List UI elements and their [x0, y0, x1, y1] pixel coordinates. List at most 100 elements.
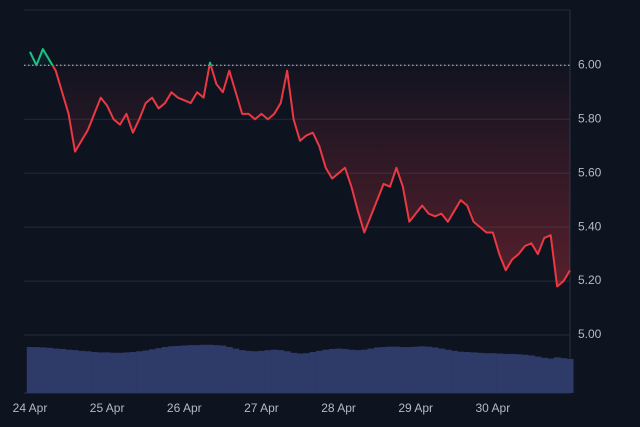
x-tick-label: 24 Apr [13, 401, 48, 415]
volume-bar [489, 353, 497, 393]
volume-bar [84, 351, 92, 393]
volume-bar [412, 346, 420, 393]
y-tick-label: 5.00 [578, 327, 602, 341]
volume-bar [226, 347, 233, 393]
volume-bar [476, 352, 484, 393]
volume-bar [238, 350, 246, 393]
y-tick-label: 5.20 [578, 273, 602, 287]
volume-bar [406, 347, 413, 393]
volume-bar [245, 350, 253, 393]
volume-bar [71, 350, 79, 393]
volume-bar [534, 356, 542, 393]
volume-bar [52, 348, 60, 393]
x-tick-label: 27 Apr [244, 401, 279, 415]
volume-bar [354, 350, 362, 393]
y-tick-label: 6.00 [578, 57, 602, 71]
volume-bar [303, 353, 310, 393]
volume-bar [341, 348, 349, 393]
volume-bar [457, 351, 465, 393]
x-tick-label: 25 Apr [90, 401, 125, 415]
volume-bar [129, 352, 137, 393]
volume-bar [110, 352, 118, 393]
volume-bar [264, 350, 272, 393]
y-tick-label: 5.60 [578, 165, 602, 179]
volume-bar [380, 347, 388, 393]
volume-bar [97, 352, 105, 393]
volume-bar [547, 358, 555, 393]
volume-bar [451, 350, 458, 393]
volume-bar [33, 347, 40, 393]
volume-bar [290, 352, 298, 393]
volume-bar [251, 351, 259, 393]
volume-bar [521, 354, 529, 393]
volume-bar [271, 349, 278, 393]
volume-bar [200, 344, 208, 393]
volume-bar [463, 352, 471, 393]
volume-bar [187, 345, 195, 393]
y-tick-label: 5.40 [578, 219, 602, 233]
volume-bar [316, 350, 323, 393]
volume-bar [553, 357, 561, 393]
volume-bar [296, 353, 304, 393]
volume-bar [470, 352, 478, 393]
volume-bar [46, 347, 53, 393]
volume-bar [367, 348, 375, 393]
volume-bar [168, 346, 175, 393]
volume-bar [309, 352, 317, 393]
volume-bar [181, 345, 188, 393]
volume-bar [418, 346, 426, 393]
volume-bar [148, 349, 156, 393]
x-tick-label: 26 Apr [167, 401, 202, 415]
volume-bar [502, 353, 510, 393]
volume-bar [174, 345, 182, 393]
volume-bar [328, 348, 336, 393]
volume-bar [283, 351, 291, 393]
volume-bar [123, 352, 130, 393]
area-below [30, 65, 570, 287]
x-tick-label: 29 Apr [398, 401, 433, 415]
volume-bar [39, 347, 47, 393]
y-tick-label: 5.80 [578, 111, 602, 125]
volume-bar [566, 358, 574, 393]
volume-bar [116, 352, 124, 393]
volume-bar [206, 344, 214, 393]
volume-bar [515, 354, 523, 393]
volume-bar [431, 347, 439, 393]
x-tick-label: 30 Apr [476, 401, 511, 415]
volume-bar [58, 348, 66, 393]
volume-bar [142, 350, 150, 393]
volume-bar [219, 345, 227, 393]
volume-bar [348, 349, 355, 393]
volume-bar [496, 353, 503, 393]
volume-bar [258, 350, 265, 393]
volume-bar [322, 349, 330, 393]
volume-bar [399, 347, 407, 393]
volume-bar [161, 347, 169, 393]
volume-bar [65, 349, 73, 393]
volume-bar [361, 349, 368, 393]
volume-bar [193, 345, 201, 393]
volume-bar [560, 358, 568, 393]
volume-bar [136, 351, 143, 393]
x-tick-label: 28 Apr [321, 401, 356, 415]
price-line-down [35, 65, 571, 288]
volume-bar [335, 348, 343, 393]
volume-bar [91, 352, 98, 393]
volume-bar [103, 352, 111, 393]
volume-bar [373, 347, 381, 393]
volume-bar [438, 348, 445, 393]
volume-bar [425, 346, 433, 393]
volume-bar [528, 355, 535, 393]
volume-bar [483, 353, 490, 393]
volume-bar [26, 347, 34, 393]
volume-bar [155, 348, 163, 393]
volume-bar [213, 345, 220, 393]
volume-bar [393, 346, 400, 393]
volume-bar [232, 348, 240, 393]
area-above [30, 49, 211, 66]
volume-bar [508, 353, 516, 393]
volume-bar [444, 349, 452, 393]
volume-bar [277, 350, 285, 393]
volume-bar [78, 350, 85, 393]
